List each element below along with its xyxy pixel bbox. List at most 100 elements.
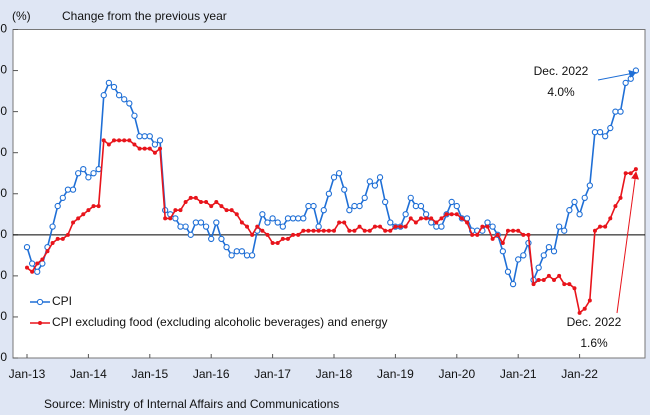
point	[202, 223, 210, 230]
point	[628, 171, 633, 176]
y-tick-label: -1.0	[0, 268, 7, 282]
point	[509, 280, 517, 288]
legend-label: CPI excluding food (excluding alcoholic …	[52, 315, 388, 329]
point	[259, 211, 266, 218]
point	[295, 215, 302, 222]
point	[91, 204, 96, 209]
point	[45, 249, 50, 254]
point	[147, 146, 152, 151]
y-tick-label: 5.0	[0, 22, 7, 36]
point	[50, 241, 55, 246]
point	[96, 204, 101, 209]
point	[495, 232, 500, 237]
point	[633, 167, 638, 172]
point	[613, 204, 618, 209]
point	[596, 129, 604, 136]
point	[269, 215, 276, 222]
point	[30, 269, 35, 274]
point	[127, 138, 132, 143]
point	[535, 264, 542, 271]
point	[378, 224, 383, 229]
annotation: Dec. 2022	[567, 315, 622, 329]
point	[361, 194, 368, 202]
point	[545, 243, 553, 251]
point	[393, 224, 398, 229]
point	[131, 112, 138, 119]
point	[417, 202, 425, 210]
point	[229, 208, 234, 213]
point	[105, 79, 113, 87]
point	[188, 195, 193, 200]
point	[245, 224, 250, 229]
point	[418, 216, 423, 221]
point	[85, 174, 92, 181]
point	[301, 228, 306, 233]
point	[300, 215, 307, 222]
point	[617, 108, 624, 115]
point	[325, 190, 333, 197]
point	[28, 260, 36, 267]
point	[193, 195, 198, 200]
point	[90, 170, 97, 177]
point	[602, 133, 609, 140]
point	[75, 170, 82, 177]
x-tick-label: Jan-14	[70, 367, 107, 381]
point	[173, 208, 178, 213]
point	[65, 232, 70, 237]
point	[526, 232, 531, 237]
point	[214, 199, 219, 204]
point	[571, 198, 578, 206]
point	[209, 204, 214, 209]
point	[117, 138, 122, 143]
point	[208, 235, 215, 243]
point	[521, 232, 526, 237]
point	[444, 212, 449, 217]
point	[546, 273, 551, 278]
point	[362, 228, 367, 233]
point	[71, 220, 76, 225]
point	[454, 212, 459, 217]
point	[255, 224, 260, 229]
point	[234, 212, 239, 217]
point	[243, 252, 251, 259]
point	[557, 273, 562, 278]
point	[505, 228, 510, 233]
point	[582, 306, 587, 311]
point	[60, 236, 65, 241]
point	[516, 228, 521, 233]
point	[499, 248, 506, 255]
point	[439, 216, 444, 221]
point	[177, 223, 184, 230]
point	[59, 194, 66, 202]
point	[260, 228, 265, 233]
point	[429, 216, 434, 221]
point	[341, 186, 348, 193]
point	[178, 208, 183, 213]
point	[204, 199, 209, 204]
x-tick-label: Jan-16	[193, 367, 230, 381]
point	[182, 223, 189, 230]
point	[183, 199, 188, 204]
point	[326, 228, 331, 233]
x-tick-label: Jan-13	[9, 367, 46, 381]
point	[248, 252, 256, 259]
annotation: Dec. 2022	[534, 64, 589, 78]
point	[622, 79, 629, 87]
point	[357, 224, 362, 229]
point	[284, 215, 292, 222]
point	[224, 208, 229, 213]
point	[250, 232, 255, 237]
point	[275, 241, 280, 246]
point	[279, 223, 286, 230]
point	[239, 220, 244, 225]
point	[156, 137, 164, 144]
point	[142, 146, 147, 151]
point	[470, 232, 475, 237]
y-tick-label: 4.0	[0, 63, 7, 77]
point	[342, 220, 347, 225]
point	[35, 261, 40, 266]
y-tick-label: -3.0	[0, 350, 7, 364]
point	[433, 223, 440, 230]
point	[346, 207, 353, 214]
point	[500, 241, 505, 246]
